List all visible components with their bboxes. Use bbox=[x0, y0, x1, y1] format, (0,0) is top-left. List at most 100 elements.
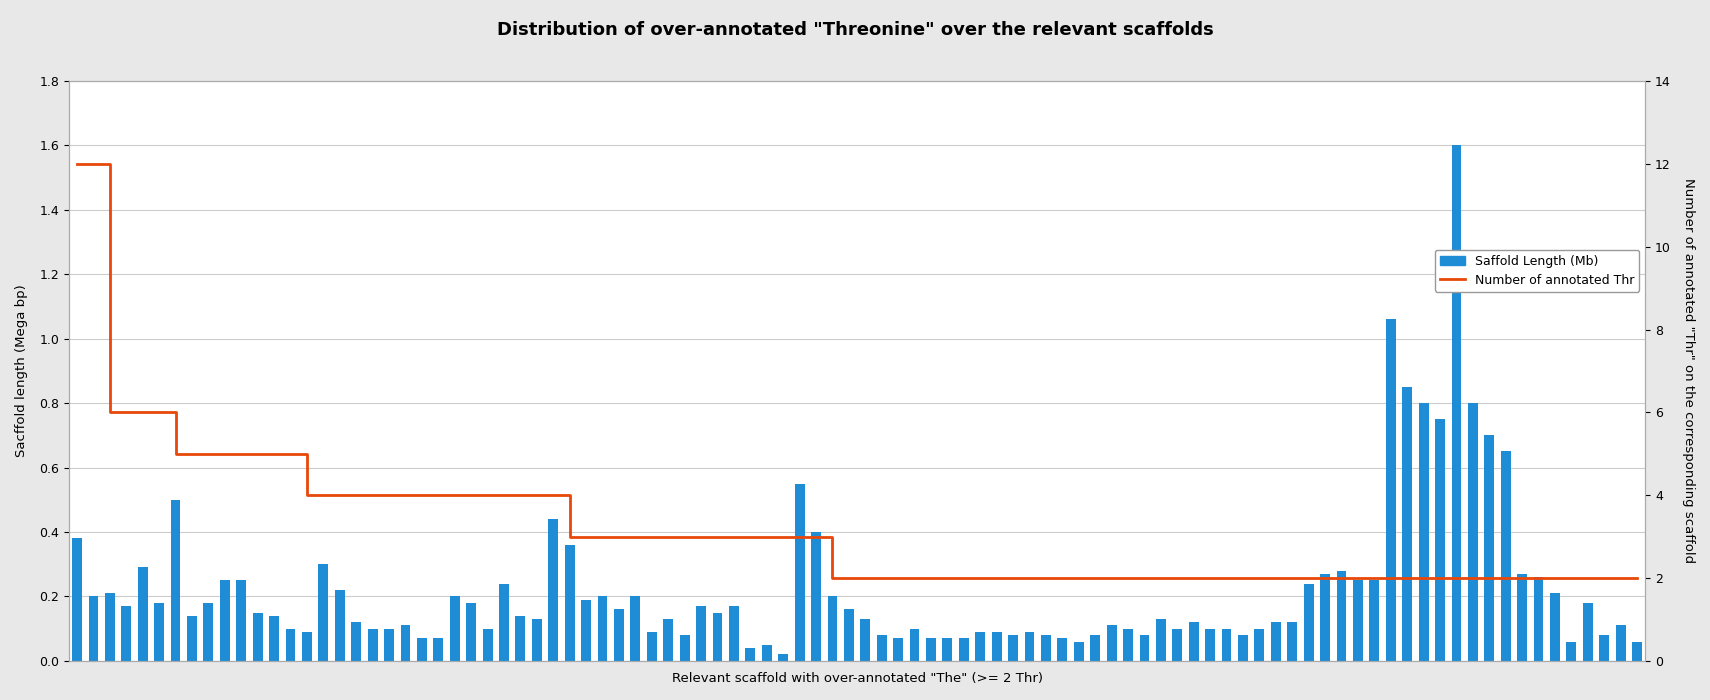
Bar bbox=[171, 500, 181, 661]
Bar bbox=[104, 593, 115, 661]
Bar bbox=[253, 612, 263, 661]
Bar bbox=[1206, 629, 1216, 661]
Bar bbox=[385, 629, 393, 661]
Bar bbox=[860, 619, 870, 661]
Bar bbox=[1221, 629, 1231, 661]
Bar bbox=[1106, 626, 1117, 661]
Bar bbox=[1353, 580, 1363, 661]
Bar bbox=[845, 609, 853, 661]
Bar bbox=[696, 606, 706, 661]
Bar bbox=[499, 584, 510, 661]
Bar bbox=[515, 616, 525, 661]
Bar bbox=[121, 606, 132, 661]
Bar bbox=[368, 629, 378, 661]
Bar bbox=[335, 590, 345, 661]
Bar bbox=[318, 564, 328, 661]
Bar bbox=[400, 626, 410, 661]
Bar bbox=[1041, 635, 1052, 661]
Bar bbox=[1188, 622, 1199, 661]
Bar bbox=[893, 638, 903, 661]
Bar bbox=[303, 632, 311, 661]
Bar bbox=[139, 568, 147, 661]
Bar bbox=[1271, 622, 1281, 661]
Bar bbox=[1435, 419, 1445, 661]
Bar bbox=[992, 632, 1002, 661]
Bar bbox=[1156, 619, 1166, 661]
X-axis label: Relevant scaffold with over-annotated "The" (>= 2 Thr): Relevant scaffold with over-annotated "T… bbox=[672, 672, 1043, 685]
Bar bbox=[1467, 403, 1477, 661]
Bar bbox=[1320, 574, 1330, 661]
Bar bbox=[1255, 629, 1264, 661]
Bar bbox=[811, 532, 821, 661]
Bar bbox=[942, 638, 952, 661]
Bar bbox=[417, 638, 428, 661]
Bar bbox=[877, 635, 886, 661]
Bar bbox=[1057, 638, 1067, 661]
Bar bbox=[549, 519, 557, 661]
Bar bbox=[1303, 584, 1313, 661]
Bar bbox=[795, 484, 804, 661]
Bar bbox=[614, 609, 624, 661]
Bar bbox=[89, 596, 99, 661]
Bar bbox=[778, 654, 788, 661]
Y-axis label: Number of annotated "Thr" on the corresponding scaffold: Number of annotated "Thr" on the corresp… bbox=[1683, 178, 1695, 564]
Bar bbox=[1238, 635, 1248, 661]
Bar bbox=[1091, 635, 1100, 661]
Bar bbox=[713, 612, 722, 661]
Bar bbox=[1370, 580, 1380, 661]
Bar bbox=[154, 603, 164, 661]
Bar bbox=[1385, 319, 1395, 661]
Bar bbox=[1534, 577, 1544, 661]
Bar bbox=[1517, 574, 1527, 661]
Bar bbox=[975, 632, 985, 661]
Bar bbox=[351, 622, 361, 661]
Bar bbox=[1549, 593, 1560, 661]
Bar bbox=[286, 629, 296, 661]
Bar bbox=[1009, 635, 1017, 661]
Bar bbox=[597, 596, 607, 661]
Bar bbox=[1583, 603, 1592, 661]
Bar bbox=[1419, 403, 1428, 661]
Bar bbox=[1123, 629, 1134, 661]
Bar bbox=[1484, 435, 1495, 661]
Bar bbox=[1173, 629, 1182, 661]
Bar bbox=[1501, 452, 1510, 661]
Bar bbox=[581, 600, 592, 661]
Bar bbox=[450, 596, 460, 661]
Bar bbox=[236, 580, 246, 661]
Bar bbox=[433, 638, 443, 661]
Bar bbox=[1024, 632, 1035, 661]
Bar bbox=[1616, 626, 1626, 661]
Bar bbox=[1631, 642, 1642, 661]
Bar bbox=[1402, 387, 1412, 661]
Bar bbox=[631, 596, 640, 661]
Y-axis label: Sacffold length (Mega bp): Sacffold length (Mega bp) bbox=[15, 285, 27, 457]
Bar bbox=[482, 629, 492, 661]
Bar bbox=[72, 538, 82, 661]
Bar bbox=[467, 603, 475, 661]
Bar bbox=[1337, 570, 1346, 661]
Bar bbox=[221, 580, 229, 661]
Bar bbox=[663, 619, 674, 661]
Bar bbox=[646, 632, 657, 661]
Bar bbox=[1566, 642, 1577, 661]
Bar bbox=[186, 616, 197, 661]
Bar bbox=[728, 606, 739, 661]
Bar bbox=[679, 635, 689, 661]
Bar bbox=[1288, 622, 1298, 661]
Bar bbox=[746, 648, 756, 661]
Bar bbox=[1074, 642, 1084, 661]
Bar bbox=[959, 638, 970, 661]
Bar bbox=[532, 619, 542, 661]
Bar bbox=[1139, 635, 1149, 661]
Legend: Saffold Length (Mb), Number of annotated Thr: Saffold Length (Mb), Number of annotated… bbox=[1435, 250, 1640, 292]
Bar bbox=[828, 596, 838, 661]
Bar bbox=[1599, 635, 1609, 661]
Bar bbox=[763, 645, 771, 661]
Bar bbox=[1452, 146, 1462, 661]
Bar bbox=[203, 603, 214, 661]
Text: Distribution of over-annotated "Threonine" over the relevant scaffolds: Distribution of over-annotated "Threonin… bbox=[496, 21, 1214, 39]
Bar bbox=[564, 545, 575, 661]
Bar bbox=[268, 616, 279, 661]
Bar bbox=[910, 629, 920, 661]
